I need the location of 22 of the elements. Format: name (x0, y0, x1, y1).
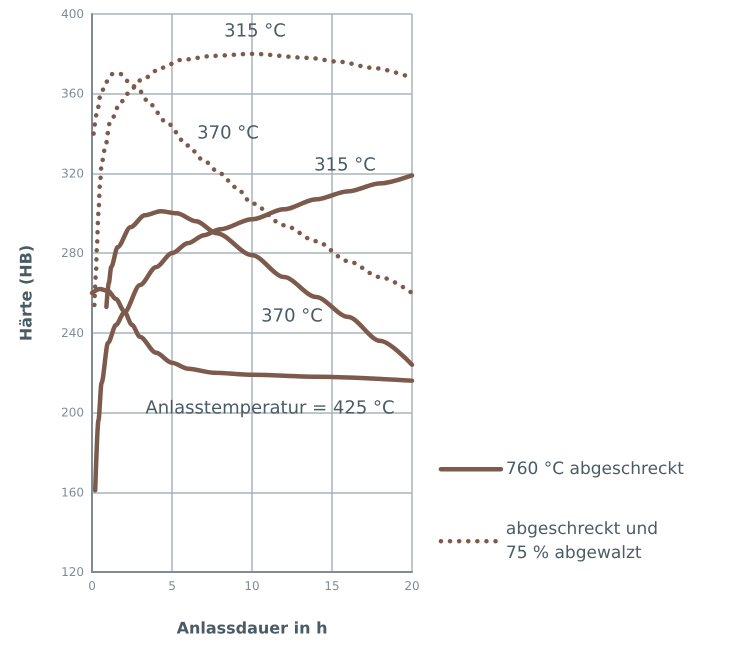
x-tick-label: 0 (88, 579, 96, 593)
y-tick-label: 120 (61, 565, 84, 579)
legend-label: abgeschreckt und 75 % abgewalzt (506, 519, 658, 564)
y-tick-label: 400 (61, 7, 84, 21)
annotation: 315 °C (314, 154, 376, 176)
legend-label: 760 °C abgeschreckt (506, 459, 684, 480)
annotation: 370 °C (261, 306, 323, 326)
annotation: 315 °C (224, 20, 286, 42)
annotation: Anlasstemperatur = 425 °C (145, 398, 395, 418)
x-tick-label: 15 (324, 579, 340, 593)
y-axis-title: Härte (HB) (16, 244, 36, 342)
annotation: 370 °C (197, 122, 259, 144)
x-tick-label: 10 (244, 579, 260, 593)
y-tick-label: 240 (61, 326, 84, 340)
y-tick-label: 200 (61, 406, 84, 420)
x-axis-title: Anlassdauer in h (176, 618, 328, 638)
y-tick-label: 160 (61, 485, 84, 500)
x-tick-label: 20 (404, 579, 420, 593)
x-tick-label: 5 (168, 579, 176, 593)
y-tick-label: 320 (61, 166, 84, 180)
y-tick-label: 280 (61, 246, 84, 260)
y-tick-label: 360 (61, 86, 84, 101)
